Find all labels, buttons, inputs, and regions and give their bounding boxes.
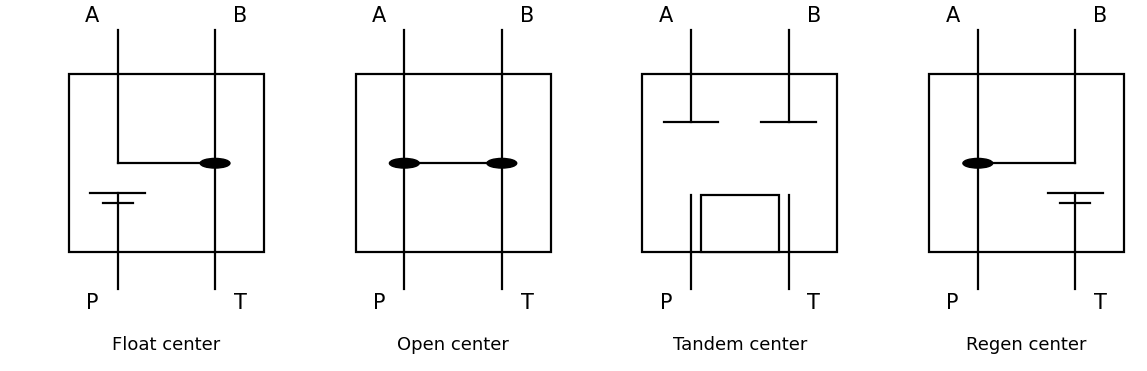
Text: B: B xyxy=(520,6,535,26)
Text: Float center: Float center xyxy=(112,336,220,354)
Bar xyxy=(642,74,837,252)
Text: T: T xyxy=(807,293,820,313)
Text: P: P xyxy=(660,293,672,313)
Text: A: A xyxy=(945,6,960,26)
Text: B: B xyxy=(233,6,248,26)
Bar xyxy=(356,74,551,252)
Text: Regen center: Regen center xyxy=(966,336,1087,354)
Text: Open center: Open center xyxy=(397,336,509,354)
Text: P: P xyxy=(946,293,959,313)
Text: T: T xyxy=(234,293,247,313)
Text: T: T xyxy=(521,293,533,313)
Text: P: P xyxy=(86,293,99,313)
Text: A: A xyxy=(85,6,100,26)
Circle shape xyxy=(486,158,516,168)
Circle shape xyxy=(390,158,420,168)
Text: B: B xyxy=(806,6,821,26)
Text: A: A xyxy=(372,6,387,26)
Bar xyxy=(69,74,264,252)
Bar xyxy=(929,74,1124,252)
Circle shape xyxy=(201,158,229,168)
Text: Tandem center: Tandem center xyxy=(672,336,807,354)
Text: B: B xyxy=(1093,6,1108,26)
Text: T: T xyxy=(1094,293,1107,313)
Bar xyxy=(701,195,779,252)
Text: P: P xyxy=(373,293,385,313)
Text: A: A xyxy=(658,6,673,26)
Circle shape xyxy=(963,158,993,168)
